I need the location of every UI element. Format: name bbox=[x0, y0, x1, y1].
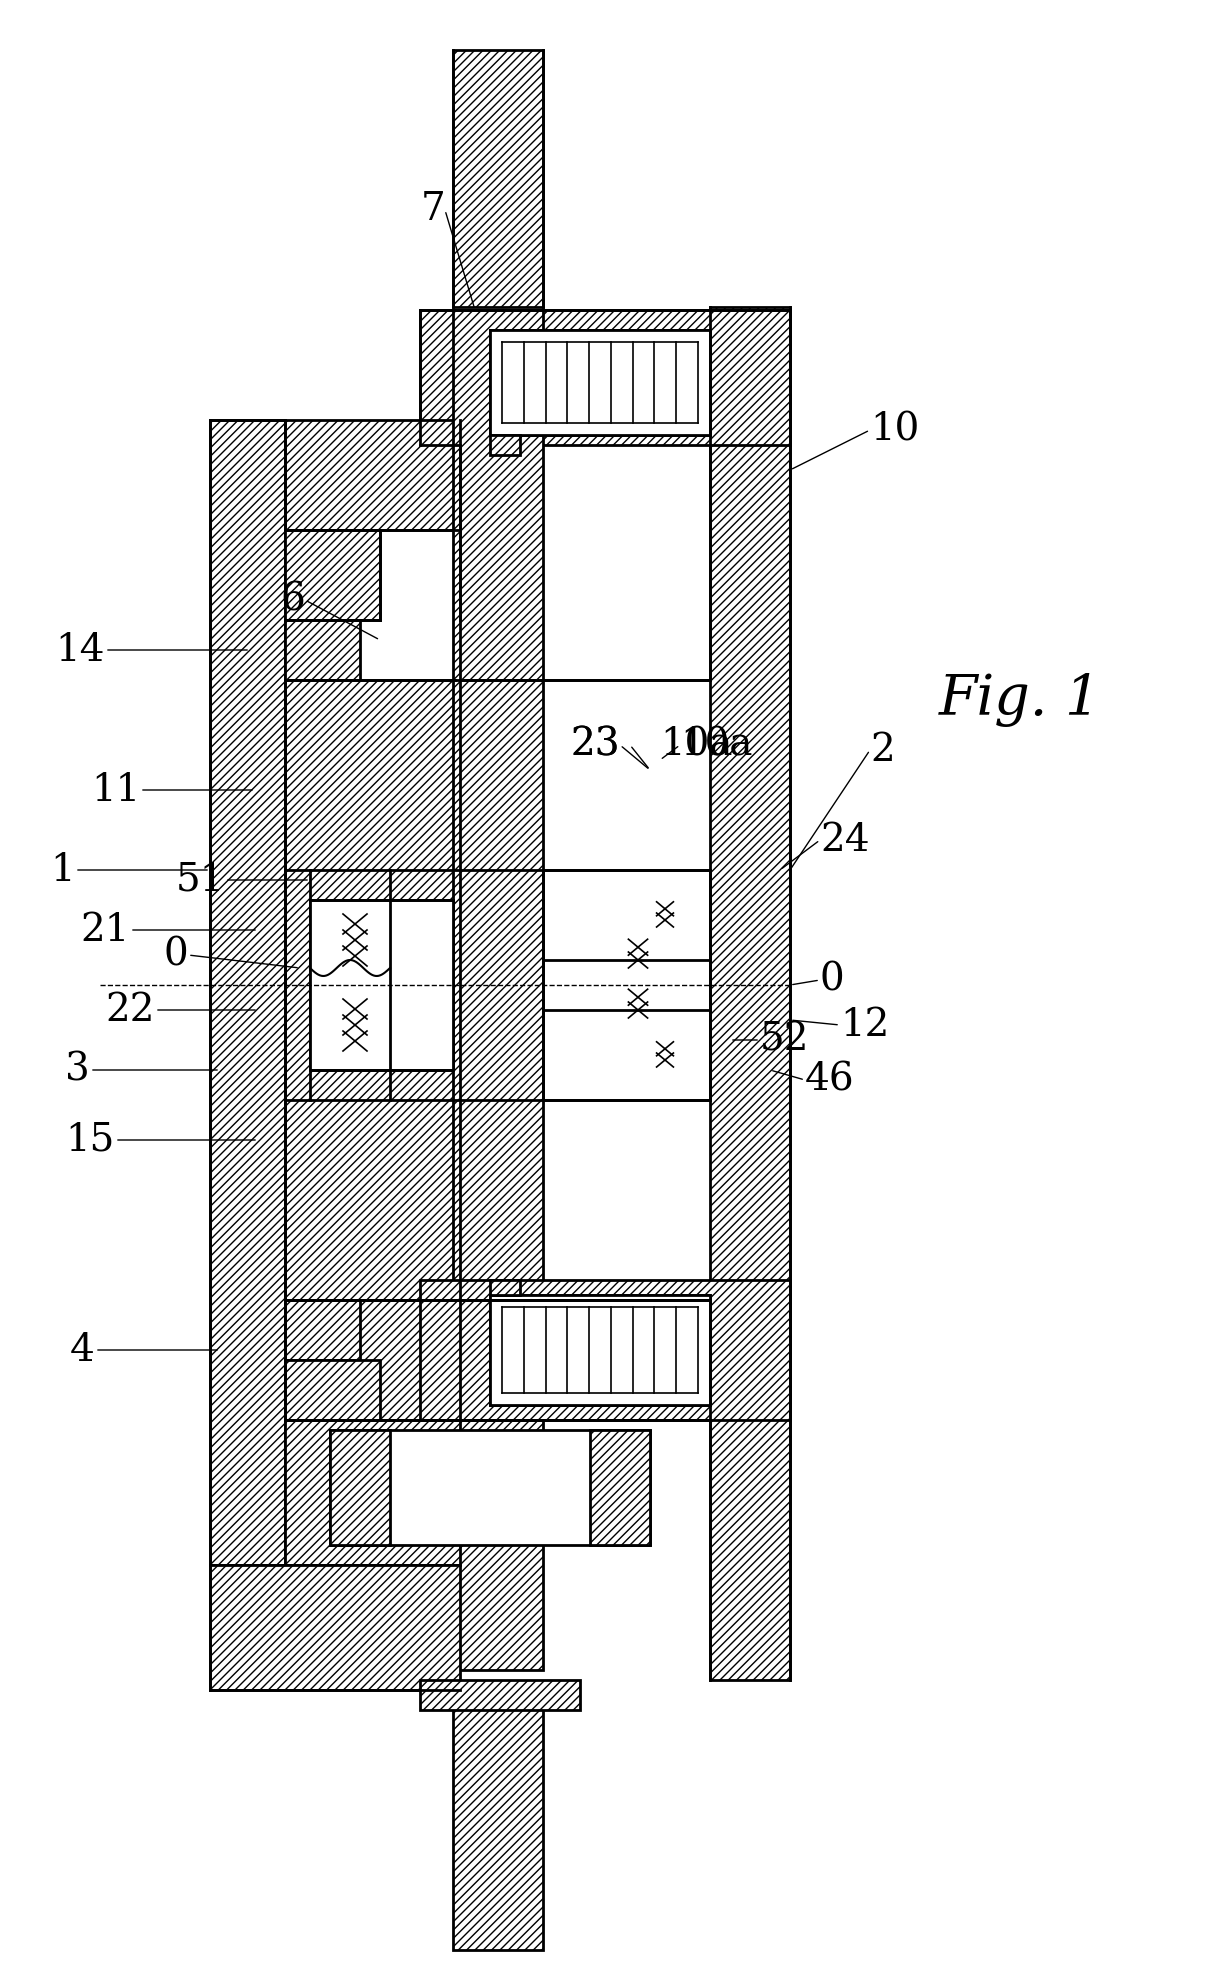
Polygon shape bbox=[420, 1280, 790, 1421]
Polygon shape bbox=[209, 1565, 460, 1689]
Polygon shape bbox=[420, 1680, 580, 1709]
Polygon shape bbox=[330, 1431, 650, 1545]
Polygon shape bbox=[285, 620, 361, 680]
Text: 51: 51 bbox=[175, 862, 225, 899]
Text: 23: 23 bbox=[570, 727, 620, 763]
Polygon shape bbox=[490, 1294, 710, 1405]
Text: 21: 21 bbox=[80, 911, 130, 948]
Polygon shape bbox=[710, 306, 790, 1680]
Text: 22: 22 bbox=[106, 992, 155, 1028]
Text: 12: 12 bbox=[840, 1006, 889, 1043]
Polygon shape bbox=[285, 421, 460, 530]
Text: 52: 52 bbox=[760, 1022, 810, 1059]
Text: 11: 11 bbox=[91, 771, 140, 808]
Polygon shape bbox=[311, 899, 453, 1069]
Text: 10a: 10a bbox=[680, 727, 753, 763]
Polygon shape bbox=[490, 435, 520, 454]
Polygon shape bbox=[590, 1431, 650, 1545]
Text: 23: 23 bbox=[570, 727, 620, 763]
Text: 46: 46 bbox=[805, 1061, 855, 1099]
Text: 7: 7 bbox=[420, 192, 445, 229]
Text: 2: 2 bbox=[870, 731, 895, 769]
Polygon shape bbox=[285, 1421, 460, 1565]
Polygon shape bbox=[209, 421, 285, 1565]
Polygon shape bbox=[490, 1280, 520, 1294]
Text: 10a: 10a bbox=[660, 727, 732, 763]
Polygon shape bbox=[330, 1431, 390, 1545]
Polygon shape bbox=[285, 1300, 361, 1359]
Text: 0: 0 bbox=[820, 962, 845, 998]
Text: 15: 15 bbox=[66, 1122, 114, 1158]
Polygon shape bbox=[453, 310, 543, 1670]
Polygon shape bbox=[285, 1300, 456, 1421]
Polygon shape bbox=[285, 680, 456, 1300]
Text: 10: 10 bbox=[870, 411, 920, 449]
Polygon shape bbox=[420, 310, 790, 445]
Text: Fig. 1: Fig. 1 bbox=[939, 672, 1101, 727]
Text: 4: 4 bbox=[71, 1332, 95, 1369]
Polygon shape bbox=[285, 869, 311, 1101]
Text: 14: 14 bbox=[56, 632, 105, 668]
Polygon shape bbox=[543, 869, 710, 1101]
Polygon shape bbox=[285, 1359, 380, 1421]
Text: 3: 3 bbox=[66, 1051, 90, 1089]
Polygon shape bbox=[490, 330, 710, 435]
Polygon shape bbox=[490, 330, 710, 435]
Text: 1: 1 bbox=[50, 852, 76, 889]
Text: 24: 24 bbox=[820, 822, 870, 858]
Polygon shape bbox=[453, 49, 543, 306]
Text: 0: 0 bbox=[163, 937, 188, 974]
Polygon shape bbox=[285, 530, 380, 620]
Polygon shape bbox=[490, 1294, 710, 1405]
Text: 6: 6 bbox=[280, 581, 304, 618]
Polygon shape bbox=[453, 1689, 543, 1950]
